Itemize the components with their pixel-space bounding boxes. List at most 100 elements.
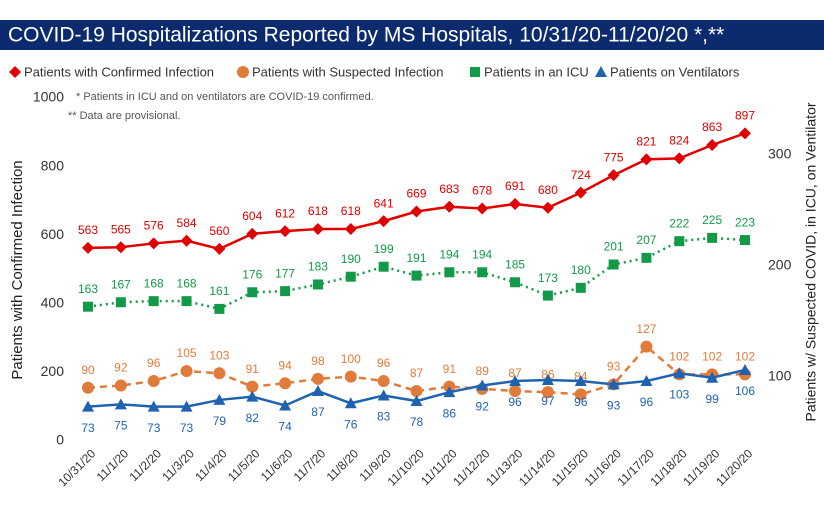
y2-tick-label: 200 <box>768 256 792 272</box>
data-point <box>213 367 226 380</box>
y2-axis-label: Patients w/ Suspected COVID, in ICU, on … <box>803 102 819 421</box>
y2-tick-label: 300 <box>768 145 792 161</box>
data-label: 87 <box>311 405 325 419</box>
data-label: 176 <box>242 267 262 281</box>
data-label: 604 <box>242 209 262 223</box>
data-label: 89 <box>476 364 490 378</box>
data-point <box>312 279 323 290</box>
y-tick-label: 0 <box>56 432 64 448</box>
data-point <box>541 373 554 385</box>
data-label: 105 <box>177 346 197 360</box>
data-point <box>147 237 160 250</box>
data-label: 76 <box>344 417 358 431</box>
data-label: 98 <box>311 354 325 368</box>
data-point <box>214 303 225 314</box>
data-label: 821 <box>636 135 656 149</box>
data-label: 207 <box>636 233 656 247</box>
data-point <box>147 400 160 412</box>
legend-marker <box>470 67 480 77</box>
data-label: 669 <box>406 187 426 201</box>
data-point <box>509 197 522 210</box>
data-point <box>377 389 390 401</box>
data-label: 775 <box>604 150 624 164</box>
y-tick-label: 1000 <box>33 89 64 105</box>
data-point <box>114 241 127 254</box>
data-label: 73 <box>180 421 194 435</box>
data-point <box>246 390 259 402</box>
data-label: 91 <box>246 362 260 376</box>
data-point <box>444 267 455 278</box>
data-label: 127 <box>636 322 656 336</box>
data-label: 161 <box>209 284 229 298</box>
data-point <box>443 200 456 213</box>
y-tick-label: 600 <box>41 226 65 242</box>
data-point <box>706 138 719 151</box>
data-label: 87 <box>508 366 522 380</box>
data-point <box>541 201 554 214</box>
data-label: 103 <box>209 348 229 362</box>
data-point <box>246 227 259 240</box>
data-point <box>181 296 192 307</box>
data-point <box>674 236 685 247</box>
data-point <box>509 375 522 387</box>
data-point <box>739 363 751 375</box>
data-label: 724 <box>571 168 591 182</box>
data-label: 79 <box>213 414 227 428</box>
legend-label: Patients with Suspected Infection <box>252 64 444 79</box>
y-axis-label: Patients with Confirmed Infection <box>9 160 26 379</box>
legend-label: Patients on Ventilators <box>610 64 740 79</box>
data-label: 168 <box>144 276 164 290</box>
data-label: 185 <box>505 257 525 271</box>
data-label: 180 <box>571 263 591 277</box>
data-label: 97 <box>541 394 555 408</box>
title-bar <box>0 20 824 50</box>
data-label: 102 <box>669 350 689 364</box>
y2-tick-label: 100 <box>768 367 792 383</box>
data-label: 201 <box>604 240 624 254</box>
data-label: 565 <box>111 222 131 236</box>
note: ** Data are provisional. <box>68 110 181 122</box>
y-tick-label: 800 <box>41 157 65 173</box>
data-point <box>82 241 94 254</box>
data-label: 163 <box>78 282 98 296</box>
chart-title: COVID-19 Hospitalizations Reported by MS… <box>8 24 724 47</box>
data-point <box>82 400 94 412</box>
data-label: 618 <box>341 204 361 218</box>
data-label: 223 <box>735 215 755 229</box>
data-point <box>279 399 292 411</box>
data-label: 86 <box>443 406 457 420</box>
data-label: 96 <box>640 395 654 409</box>
data-label: 73 <box>81 421 95 435</box>
data-label: 87 <box>410 366 424 380</box>
data-point <box>311 223 324 236</box>
data-point <box>378 261 389 272</box>
data-point <box>574 375 587 387</box>
data-label: 75 <box>114 419 128 433</box>
data-label: 96 <box>508 395 522 409</box>
data-label: 96 <box>147 356 161 370</box>
data-point <box>344 397 357 409</box>
data-point <box>83 301 93 312</box>
data-point <box>114 398 127 410</box>
data-point <box>213 393 226 405</box>
data-label: 93 <box>607 399 621 413</box>
data-label: 563 <box>78 223 98 237</box>
data-point <box>180 234 193 247</box>
legend-label: Patients with Confirmed Infection <box>24 64 214 79</box>
data-point <box>706 371 719 383</box>
data-point <box>476 202 489 215</box>
data-label: 641 <box>374 196 394 210</box>
data-point <box>641 252 652 263</box>
data-label: 99 <box>705 392 719 406</box>
legend-marker <box>237 66 249 78</box>
data-label: 612 <box>275 206 295 220</box>
data-label: 82 <box>246 411 260 425</box>
data-point <box>180 400 193 412</box>
data-label: 83 <box>377 410 391 424</box>
data-point <box>311 385 324 397</box>
data-label: 222 <box>669 216 689 230</box>
data-point <box>575 282 586 293</box>
data-point <box>114 379 127 392</box>
data-point <box>213 242 226 255</box>
data-label: 584 <box>177 216 197 230</box>
